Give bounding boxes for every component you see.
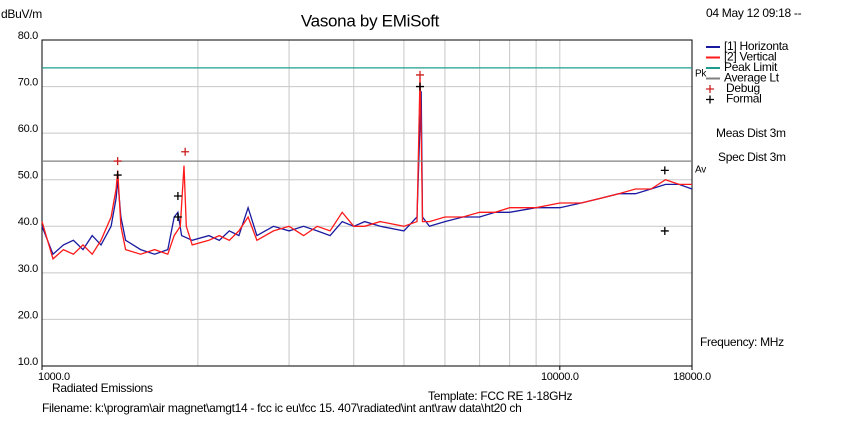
y-tick-label: 20.0 [18, 309, 38, 321]
legend-label: [2] Vertical [724, 50, 776, 64]
marker [415, 70, 424, 79]
y-tick-label: 50.0 [18, 170, 38, 182]
date: 04 May 12 09:18 -- [706, 6, 802, 20]
series-line [41, 77, 692, 261]
marker [660, 166, 669, 175]
legend-label: Formal [726, 92, 762, 106]
legend-swatch [706, 95, 714, 104]
marker [113, 157, 122, 166]
note: Meas Dist 3m [716, 126, 786, 140]
y-tick-label: 80.0 [18, 30, 38, 42]
y-tick-label: 70.0 [18, 76, 38, 88]
x-axis-label: Frequency: MHz [700, 335, 784, 349]
plot-frame [41, 39, 693, 367]
legend-label: Debug [726, 81, 760, 95]
note: Spec Dist 3m [718, 150, 786, 164]
y-axis-label: dBuV/m [1, 7, 42, 21]
x-tick-label: 10000.0 [541, 371, 579, 383]
y-tick-label: 30.0 [18, 263, 38, 275]
legend-label: Peak Limit [724, 60, 778, 74]
marker [173, 192, 182, 201]
legend-swatch [706, 85, 714, 93]
x-tick-label: 18000.0 [673, 371, 711, 383]
marker [173, 212, 182, 221]
marker [415, 82, 424, 91]
y-tick-label: 40.0 [18, 216, 38, 228]
legend-label: Average Lt [724, 71, 780, 85]
marker [181, 147, 190, 156]
limit-tag: Pk [695, 69, 707, 80]
y-tick-label: 10.0 [18, 356, 38, 368]
marker [660, 226, 669, 235]
footer: Radiated Emissions [52, 381, 153, 395]
limit-tag: Av [695, 165, 706, 176]
chart-title: Vasona by EMiSoft [301, 11, 440, 30]
footer: Filename: k:\program\air magnet\amgt14 -… [42, 401, 521, 415]
legend-label: [1] Horizonta [724, 39, 789, 53]
x-tick-label: 1000.0 [38, 371, 70, 383]
marker [113, 171, 122, 180]
y-tick-label: 60.0 [18, 123, 38, 135]
footer: Template: FCC RE 1-18GHz [428, 389, 572, 403]
